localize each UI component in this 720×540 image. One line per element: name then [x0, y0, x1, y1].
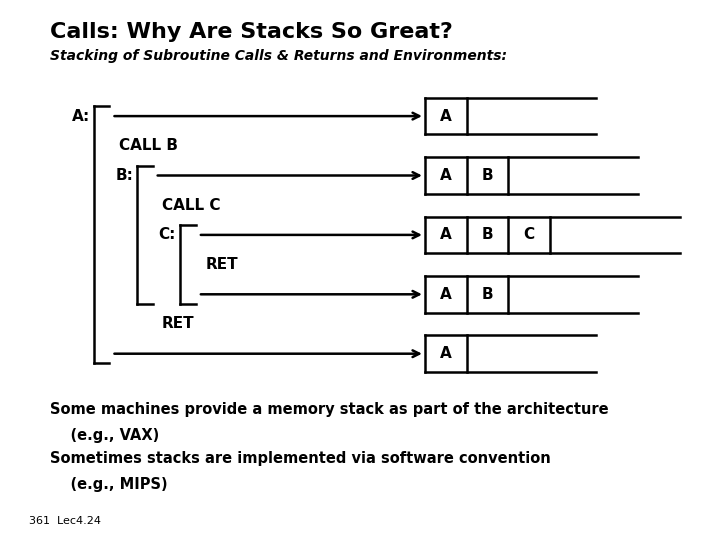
- Text: 361  Lec4.24: 361 Lec4.24: [29, 516, 101, 526]
- Text: CALL B: CALL B: [119, 138, 178, 153]
- Text: A: A: [440, 168, 451, 183]
- Text: B:: B:: [115, 168, 133, 183]
- Text: A: A: [440, 346, 451, 361]
- Text: Sometimes stacks are implemented via software convention: Sometimes stacks are implemented via sof…: [50, 451, 551, 466]
- Text: RET: RET: [205, 257, 238, 272]
- Text: CALL C: CALL C: [162, 198, 220, 213]
- Text: B: B: [482, 227, 493, 242]
- Text: (e.g., MIPS): (e.g., MIPS): [50, 477, 168, 492]
- Text: A: A: [440, 227, 451, 242]
- Text: Calls: Why Are Stacks So Great?: Calls: Why Are Stacks So Great?: [50, 22, 454, 42]
- Text: Some machines provide a memory stack as part of the architecture: Some machines provide a memory stack as …: [50, 402, 609, 417]
- Text: A: A: [440, 109, 451, 124]
- Text: B: B: [482, 287, 493, 302]
- Text: A: A: [440, 287, 451, 302]
- Text: A:: A:: [72, 109, 90, 124]
- Text: C: C: [523, 227, 535, 242]
- Text: B: B: [482, 168, 493, 183]
- Text: C:: C:: [158, 227, 176, 242]
- Text: (e.g., VAX): (e.g., VAX): [50, 428, 160, 443]
- Text: Stacking of Subroutine Calls & Returns and Environments:: Stacking of Subroutine Calls & Returns a…: [50, 49, 508, 63]
- Text: RET: RET: [162, 316, 194, 332]
